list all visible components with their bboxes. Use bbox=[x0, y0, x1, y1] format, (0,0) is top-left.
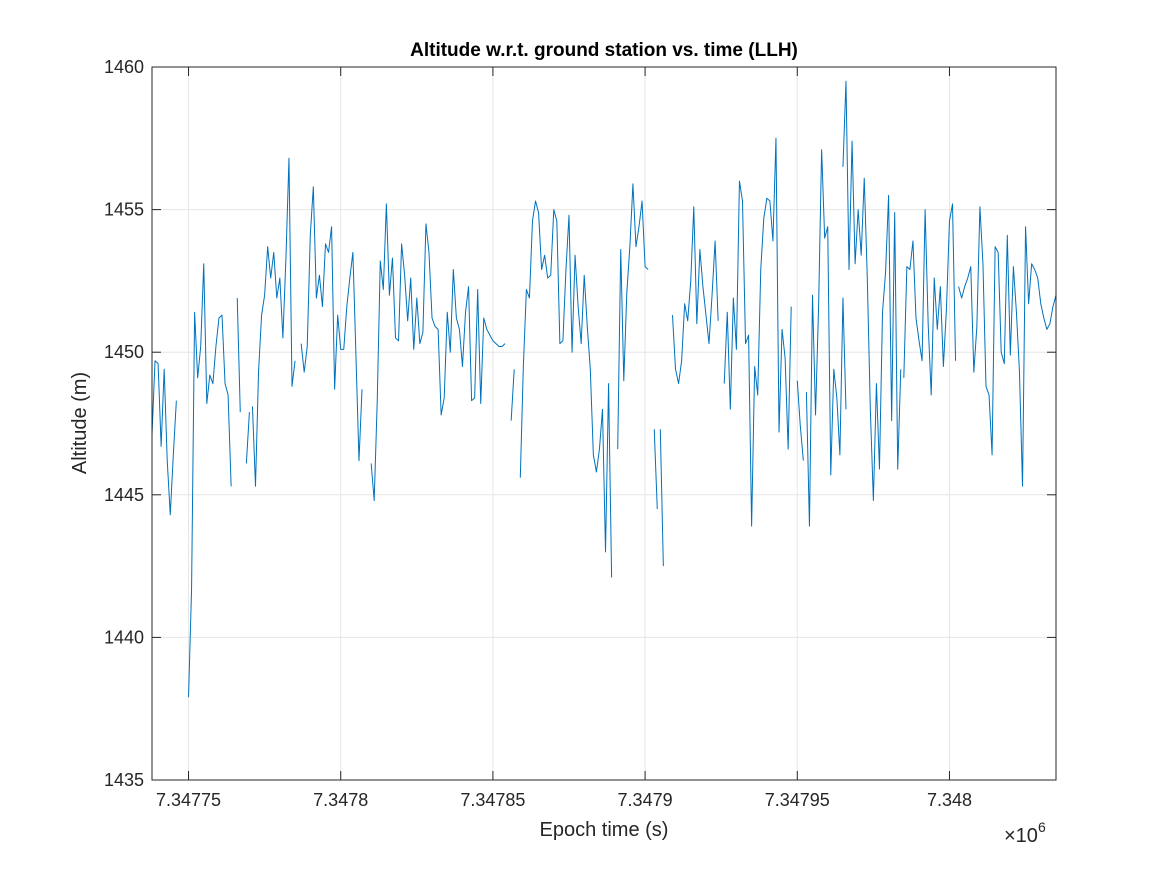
axes-box bbox=[151, 66, 1057, 781]
y-tick-label: 1460 bbox=[104, 57, 144, 77]
series-line-segment bbox=[958, 206, 1057, 487]
series-line-segment bbox=[188, 263, 232, 698]
x-tick-label: 7.34775 bbox=[156, 790, 221, 810]
x-axis-label: Epoch time (s) bbox=[540, 819, 669, 841]
series-line-segment bbox=[510, 369, 515, 421]
series-line-segment bbox=[805, 149, 847, 527]
x-tick-label: 7.348 bbox=[927, 790, 972, 810]
plot-area bbox=[152, 67, 1056, 780]
y-tick-label: 1440 bbox=[104, 627, 144, 647]
series-line-segment bbox=[245, 412, 250, 464]
x-tick-label: 7.34795 bbox=[765, 790, 830, 810]
tick-labels: 7.34775 7.3478 7.34785 7.3479 7.34795 7.348 14… bbox=[104, 57, 972, 810]
y-axis-label: Altitude (m) bbox=[69, 372, 91, 474]
x-tick-label: 7.3478 bbox=[313, 790, 368, 810]
series-line-segment bbox=[671, 206, 719, 385]
series-line-segment bbox=[300, 186, 363, 462]
y-tick-label: 1455 bbox=[104, 200, 144, 220]
series-line-segment bbox=[519, 200, 613, 578]
series-line-segment bbox=[236, 297, 241, 413]
x-axis-exponent: 6 bbox=[1038, 819, 1046, 835]
series-line-segment bbox=[903, 203, 957, 396]
series-line-segment bbox=[617, 183, 649, 450]
series-line-segment bbox=[251, 157, 296, 487]
y-tick-label: 1435 bbox=[104, 770, 144, 790]
series-line-segment bbox=[151, 360, 177, 516]
x-tick-label: 7.3479 bbox=[618, 790, 673, 810]
series-line-segment bbox=[370, 203, 506, 501]
x-axis-multiplier-base: ×10 bbox=[1004, 825, 1038, 847]
chart-title: Altitude w.r.t. ground station vs. time … bbox=[410, 40, 798, 61]
grid bbox=[152, 66, 1056, 781]
x-tick-label: 7.34785 bbox=[460, 790, 525, 810]
data-layer bbox=[151, 80, 1057, 698]
series-line-segment bbox=[796, 380, 804, 461]
series-line-segment bbox=[723, 137, 792, 527]
y-tick-label: 1450 bbox=[104, 342, 144, 362]
series-line-segment bbox=[653, 429, 658, 510]
x-axis-multiplier: ×106 bbox=[1004, 819, 1046, 847]
series-line-segment bbox=[842, 80, 902, 501]
ticks bbox=[152, 66, 1056, 781]
series-line-segment bbox=[659, 429, 664, 567]
y-tick-label: 1445 bbox=[104, 485, 144, 505]
